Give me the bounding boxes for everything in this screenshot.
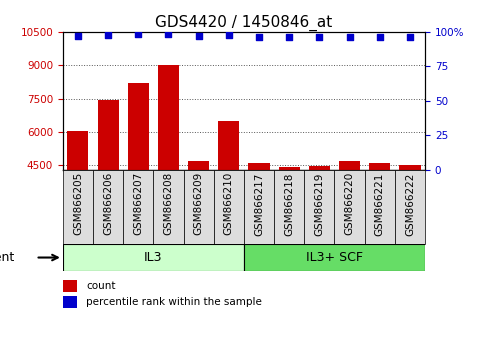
Text: GSM866221: GSM866221 — [375, 172, 385, 235]
Point — [225, 33, 233, 38]
FancyBboxPatch shape — [123, 170, 154, 244]
Point — [255, 34, 263, 40]
Text: GSM866205: GSM866205 — [73, 172, 83, 235]
FancyBboxPatch shape — [304, 170, 334, 244]
Text: GSM866206: GSM866206 — [103, 172, 113, 235]
Text: GSM866208: GSM866208 — [163, 172, 173, 235]
FancyBboxPatch shape — [63, 244, 244, 271]
Text: IL3: IL3 — [144, 251, 163, 264]
FancyBboxPatch shape — [184, 170, 213, 244]
FancyBboxPatch shape — [154, 170, 184, 244]
Text: GSM866207: GSM866207 — [133, 172, 143, 235]
Bar — [309, 166, 330, 266]
FancyBboxPatch shape — [63, 170, 93, 244]
Text: GSM866219: GSM866219 — [314, 172, 325, 235]
Bar — [63, 280, 77, 292]
Text: percentile rank within the sample: percentile rank within the sample — [86, 297, 262, 307]
Text: GSM866210: GSM866210 — [224, 172, 234, 235]
Text: GSM866222: GSM866222 — [405, 172, 415, 235]
Point — [165, 31, 172, 37]
Bar — [279, 167, 300, 266]
Bar — [158, 65, 179, 266]
Point — [315, 34, 323, 40]
Bar — [248, 163, 270, 266]
Text: GSM866220: GSM866220 — [344, 172, 355, 235]
Bar — [369, 163, 390, 266]
Bar — [188, 161, 209, 266]
Point — [285, 34, 293, 40]
FancyBboxPatch shape — [334, 170, 365, 244]
Text: IL3+ SCF: IL3+ SCF — [306, 251, 363, 264]
Point — [406, 34, 414, 40]
FancyBboxPatch shape — [274, 170, 304, 244]
Text: GSM866218: GSM866218 — [284, 172, 294, 235]
Bar — [63, 296, 77, 308]
Bar — [67, 131, 88, 266]
Point — [195, 33, 202, 39]
Bar — [399, 165, 421, 266]
FancyBboxPatch shape — [395, 170, 425, 244]
Bar — [98, 100, 119, 266]
Point — [104, 32, 112, 38]
FancyBboxPatch shape — [365, 170, 395, 244]
Bar — [128, 83, 149, 266]
FancyBboxPatch shape — [93, 170, 123, 244]
Bar — [339, 161, 360, 266]
Text: count: count — [86, 281, 116, 291]
FancyBboxPatch shape — [244, 170, 274, 244]
Point — [134, 31, 142, 37]
Text: agent: agent — [0, 251, 14, 264]
FancyBboxPatch shape — [213, 170, 244, 244]
FancyBboxPatch shape — [244, 244, 425, 271]
Point — [346, 34, 354, 40]
Title: GDS4420 / 1450846_at: GDS4420 / 1450846_at — [156, 14, 332, 30]
Text: GSM866209: GSM866209 — [194, 172, 204, 235]
Bar — [218, 121, 240, 266]
Point — [376, 34, 384, 40]
Point — [74, 33, 82, 39]
Text: GSM866217: GSM866217 — [254, 172, 264, 235]
